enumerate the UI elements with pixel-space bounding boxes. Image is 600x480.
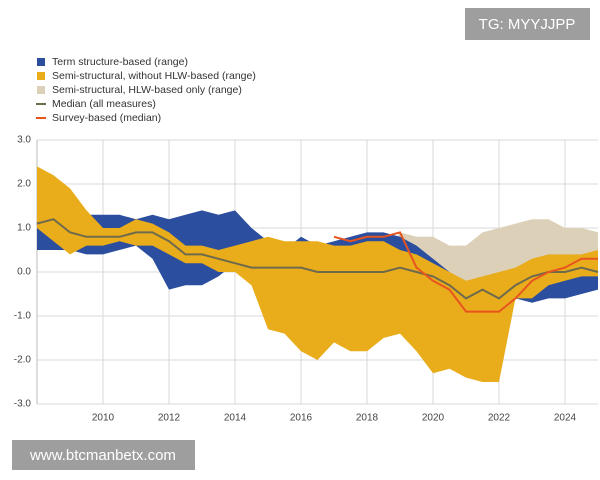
x-tick-label: 2014 bbox=[224, 413, 247, 424]
legend-swatch bbox=[37, 58, 45, 66]
x-tick-label: 2018 bbox=[356, 413, 379, 424]
x-tick-label: 2012 bbox=[158, 413, 181, 424]
legend-swatch bbox=[37, 72, 45, 80]
y-tick-label: -2.0 bbox=[14, 355, 32, 366]
line bbox=[333, 231, 598, 313]
legend-label: Semi-structural, HLW-based only (range) bbox=[52, 84, 242, 96]
x-tick-label: 2020 bbox=[422, 413, 445, 424]
y-tick-label: 2.0 bbox=[17, 179, 31, 190]
legend-label: Survey-based (median) bbox=[52, 112, 161, 124]
x-tick-label: 2016 bbox=[290, 413, 313, 424]
range-band bbox=[37, 210, 598, 294]
y-tick-label: 1.0 bbox=[17, 223, 31, 234]
badge-box bbox=[465, 8, 590, 40]
y-tick-label: 0.0 bbox=[17, 267, 31, 278]
legend-swatch bbox=[37, 86, 45, 94]
range-band bbox=[37, 166, 598, 382]
x-tick-label: 2010 bbox=[92, 413, 115, 424]
legend: Term structure-based (range) Semi-structu… bbox=[36, 56, 256, 124]
legend-label: Median (all measures) bbox=[52, 98, 156, 110]
badge: TG: MYYJJPP bbox=[479, 16, 576, 33]
legend-label: Term structure-based (range) bbox=[52, 56, 188, 68]
y-tick-label: -1.0 bbox=[14, 311, 32, 322]
line bbox=[36, 218, 599, 300]
y-tick-label: -3.0 bbox=[14, 399, 32, 410]
x-tick-label: 2022 bbox=[488, 413, 511, 424]
x-tick-label: 2024 bbox=[554, 413, 577, 424]
legend-label: Semi-structural, without HLW-based (rang… bbox=[52, 70, 256, 82]
footer-box bbox=[12, 440, 195, 470]
y-tick-label: 3.0 bbox=[17, 135, 31, 146]
footer: www.btcmanbetx.com bbox=[29, 447, 176, 464]
